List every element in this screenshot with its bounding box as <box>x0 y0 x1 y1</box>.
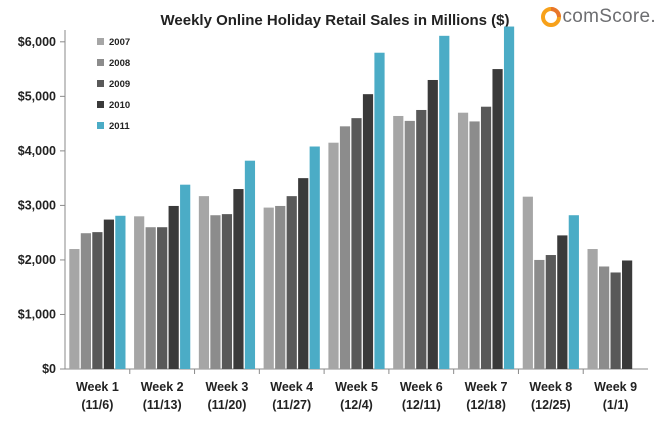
legend-swatch-2007 <box>97 38 104 45</box>
legend-label-2010: 2010 <box>109 100 130 111</box>
x-tick-label: Week 2 <box>141 380 184 394</box>
brand-name: comScore. <box>562 6 656 27</box>
bar-2009 <box>92 232 103 369</box>
bar-2010 <box>298 178 309 369</box>
bar-2010 <box>427 79 438 369</box>
x-tick-label: Week 9 <box>594 380 637 394</box>
bar-2011 <box>180 184 191 369</box>
bar-2010 <box>492 69 503 369</box>
x-tick-label: Week 1 <box>76 380 119 394</box>
y-tick-label: $4,000 <box>18 144 56 158</box>
bar-2009 <box>286 196 297 369</box>
bar-2008 <box>534 259 545 369</box>
bar-2011 <box>374 52 385 369</box>
y-tick-label: $1,000 <box>18 307 56 321</box>
bar-2010 <box>168 205 179 369</box>
x-tick-sublabel: (11/13) <box>143 398 182 412</box>
bar-2010 <box>362 94 374 369</box>
bar-2007 <box>522 196 533 369</box>
x-tick-sublabel: (12/11) <box>402 398 441 412</box>
bar-2010 <box>622 260 633 369</box>
bar-2008 <box>145 227 156 369</box>
legend-swatch-2011 <box>97 122 104 129</box>
y-tick-label: $2,000 <box>18 253 56 267</box>
legend-label-2011: 2011 <box>109 121 130 132</box>
x-tick-label: Week 8 <box>529 380 572 394</box>
bar-2011 <box>309 146 320 369</box>
bar-2007 <box>134 216 145 369</box>
bar-2009 <box>545 255 556 369</box>
y-tick-label: $3,000 <box>18 198 56 212</box>
x-tick-sublabel: (12/25) <box>531 398 571 412</box>
y-tick-label: $0 <box>42 362 56 376</box>
chart-title: Weekly Online Holiday Retail Sales in Mi… <box>160 12 510 29</box>
bar-2008 <box>339 126 351 369</box>
bar-2007 <box>587 249 598 369</box>
bar-2008 <box>275 205 286 369</box>
bar-2011 <box>244 160 256 369</box>
x-tick-sublabel: (1/1) <box>603 398 629 412</box>
bar-2011 <box>503 26 515 369</box>
bar-2009 <box>221 214 233 369</box>
x-tick-sublabel: (11/6) <box>81 398 113 412</box>
bar-2008 <box>80 233 91 369</box>
comscore-logo-icon <box>541 7 562 27</box>
bar-2011 <box>115 215 126 369</box>
legend-label-2007: 2007 <box>109 37 130 48</box>
bar-2010 <box>557 235 568 369</box>
bar-2007 <box>263 207 274 369</box>
bar-2009 <box>351 118 362 369</box>
legend-swatch-2008 <box>97 59 104 66</box>
bar-2011 <box>439 35 450 370</box>
x-tick-label: Week 7 <box>465 380 508 394</box>
legend-swatch-2010 <box>97 101 104 108</box>
legend-label-2008: 2008 <box>109 58 130 69</box>
x-tick-label: Week 6 <box>400 380 443 394</box>
legend-swatch-2009 <box>97 80 104 87</box>
x-tick-label: Week 3 <box>206 380 249 394</box>
bar-2007 <box>457 112 469 369</box>
bar-2009 <box>416 109 427 369</box>
x-tick-label: Week 4 <box>270 380 313 394</box>
bar-2007 <box>69 249 80 369</box>
bar-2009 <box>157 227 168 369</box>
bar-2007 <box>393 115 404 369</box>
legend-label-2009: 2009 <box>109 79 130 90</box>
x-tick-sublabel: (12/18) <box>466 398 506 412</box>
brand-logo: comScore. <box>540 6 656 28</box>
bar-2008 <box>210 215 221 369</box>
bar-2008 <box>404 120 415 369</box>
x-tick-label: Week 5 <box>335 380 378 394</box>
bar-2007 <box>328 142 339 369</box>
bar-2007 <box>198 196 210 369</box>
x-tick-sublabel: (11/27) <box>272 398 311 412</box>
bar-2008 <box>469 121 480 369</box>
bar-2009 <box>480 106 492 370</box>
bar-2008 <box>599 266 610 369</box>
y-tick-label: $5,000 <box>18 89 56 103</box>
bar-2011 <box>568 215 579 369</box>
bar-2010 <box>103 219 114 369</box>
y-tick-label: $6,000 <box>18 35 56 49</box>
x-tick-sublabel: (12/4) <box>340 398 373 412</box>
x-tick-sublabel: (11/20) <box>207 398 246 412</box>
bar-2010 <box>233 189 244 369</box>
bar-2009 <box>610 272 621 369</box>
